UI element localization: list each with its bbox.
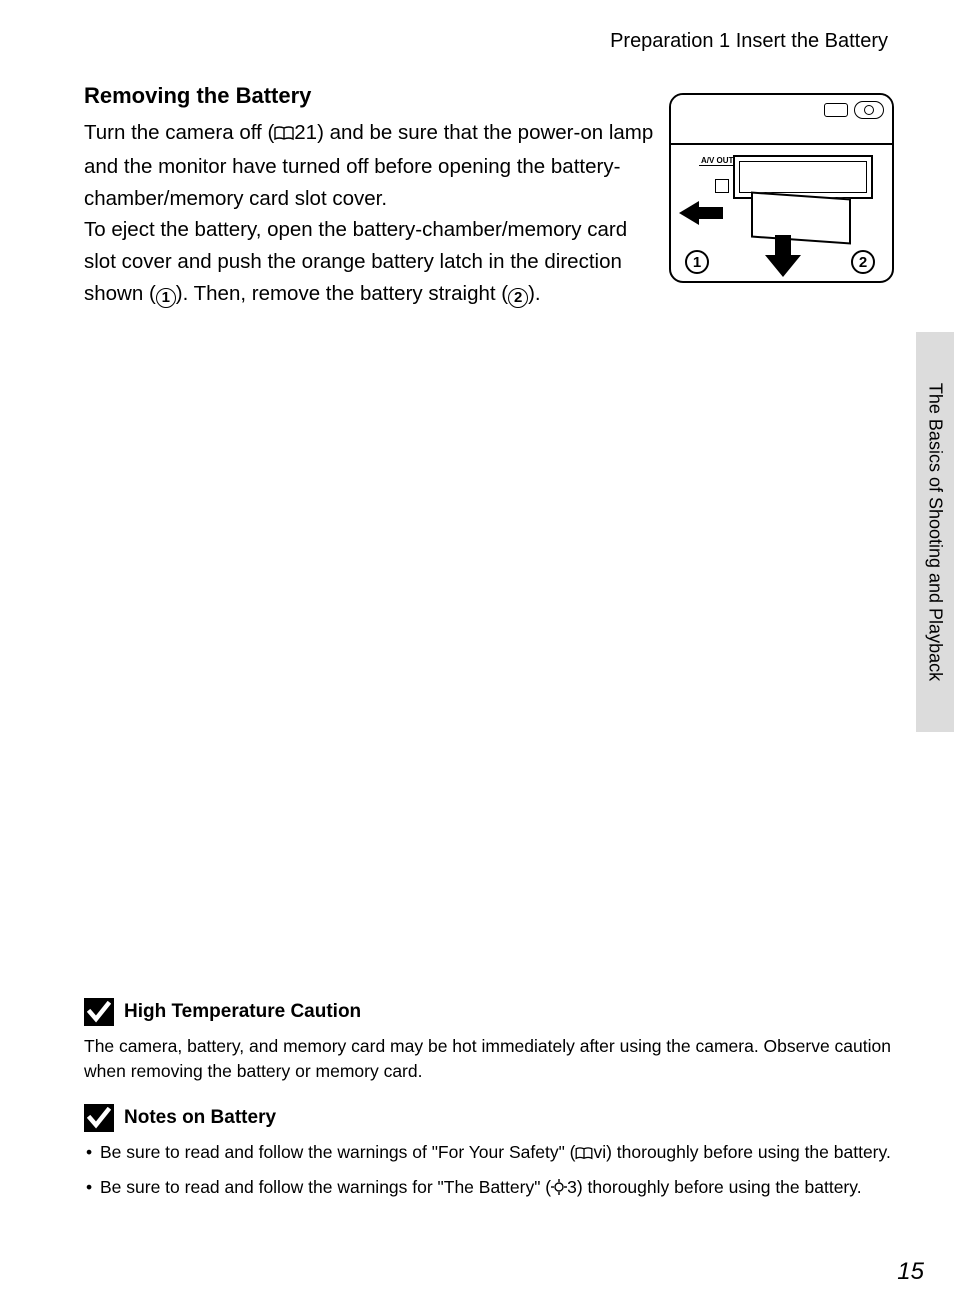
body-part-3: ). Then, remove the battery straight ( — [176, 282, 508, 305]
li2-ref: 3 — [567, 1177, 577, 1197]
note-title-high-temp: High Temperature Caution — [124, 1001, 361, 1023]
illustration-marker-2: 2 — [851, 250, 875, 274]
breadcrumb: Preparation 1 Insert the Battery — [84, 30, 894, 53]
li2-post: ) thoroughly before using the battery. — [577, 1177, 862, 1197]
camera-dial-icon — [854, 101, 884, 119]
battery-note-list: Be sure to read and follow the warnings … — [84, 1140, 894, 1202]
arrow-left-icon — [679, 199, 723, 232]
latch-icon — [715, 179, 729, 193]
circled-two-icon: 2 — [508, 288, 528, 308]
camera-top-outline — [671, 93, 892, 145]
text-column: Removing the Battery Turn the camera off… — [84, 83, 655, 310]
battery-removal-illustration: A/V OUT ⇔ 1 2 — [669, 93, 894, 283]
note-title-battery: Notes on Battery — [124, 1107, 276, 1129]
list-item: Be sure to read and follow the warnings … — [84, 1175, 894, 1202]
list-item: Be sure to read and follow the warnings … — [84, 1140, 894, 1167]
camera-control-icon — [824, 103, 848, 117]
manual-page: Preparation 1 Insert the Battery Removin… — [0, 0, 954, 1314]
circled-one-icon: 1 — [156, 288, 176, 308]
section-tab: The Basics of Shooting and Playback — [916, 332, 954, 732]
body-part-0: Turn the camera off ( — [84, 121, 274, 144]
notes-area: High Temperature Caution The camera, bat… — [84, 998, 894, 1221]
body-part-4: ). — [528, 282, 541, 305]
note-text-high-temp: The camera, battery, and memory card may… — [84, 1034, 894, 1084]
main-content-row: Removing the Battery Turn the camera off… — [84, 83, 894, 310]
book-icon — [575, 1142, 593, 1167]
li1-ref: vi — [593, 1142, 606, 1162]
care-icon — [551, 1177, 567, 1202]
body-ref-page: 21 — [294, 121, 317, 144]
section-tab-label: The Basics of Shooting and Playback — [925, 383, 946, 681]
li1-pre: Be sure to read and follow the warnings … — [100, 1142, 575, 1162]
battery-notes: Notes on Battery Be sure to read and fol… — [84, 1104, 894, 1202]
section-body: Turn the camera off (21) and be sure tha… — [84, 117, 655, 310]
illustration-column: A/V OUT ⇔ 1 2 — [669, 83, 894, 310]
avout-label: A/V OUT — [699, 156, 735, 166]
caution-check-icon — [84, 998, 114, 1026]
illustration-marker-1: 1 — [685, 250, 709, 274]
caution-check-icon — [84, 1104, 114, 1132]
page-number: 15 — [897, 1258, 924, 1286]
li1-post: ) thoroughly before using the battery. — [606, 1142, 891, 1162]
arrow-down-icon — [765, 235, 801, 282]
high-temp-caution-note: High Temperature Caution The camera, bat… — [84, 998, 894, 1084]
book-icon — [274, 119, 294, 151]
section-heading: Removing the Battery — [84, 83, 655, 109]
li2-pre: Be sure to read and follow the warnings … — [100, 1177, 551, 1197]
